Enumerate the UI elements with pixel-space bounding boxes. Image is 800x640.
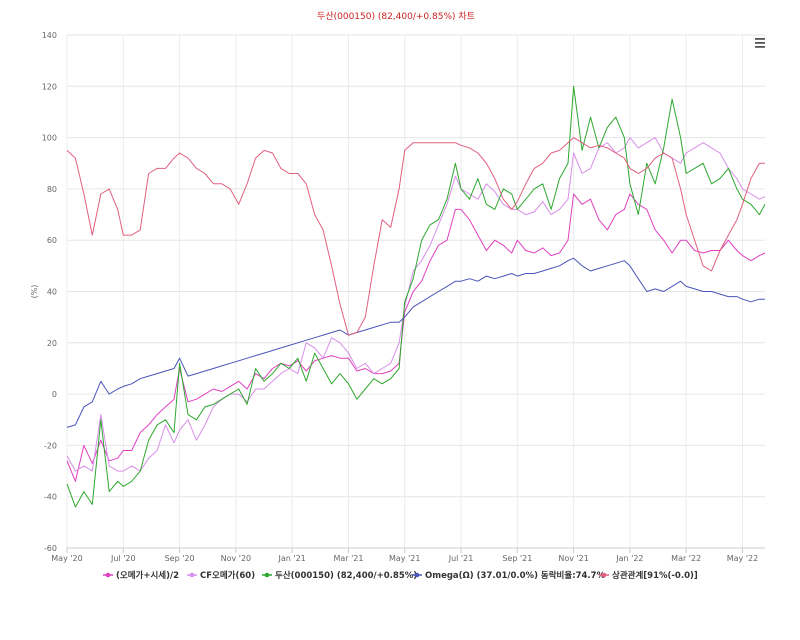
- legend-swatch-marker: [189, 572, 195, 578]
- legend-item-1[interactable]: (오메가+시세)/2: [103, 570, 179, 581]
- x-tick-label: May '22: [727, 554, 758, 563]
- chart-menu-button[interactable]: [754, 38, 766, 49]
- y-tick-label: 100: [42, 134, 57, 143]
- y-tick-label: -40: [44, 493, 57, 502]
- legend: (오메가+시세)/2 CF오메가(60) 두산(000150) (82,400/+0…: [103, 570, 698, 581]
- legend-label: CF오메가(60): [200, 570, 255, 581]
- y-axis-label: (%): [30, 285, 39, 299]
- y-tick-label: 0: [52, 390, 57, 399]
- menu-icon-line-3: [755, 46, 765, 48]
- legend-label: Omega(Ω) (37.01/0.0%) 동락비율:74.7%: [425, 570, 606, 581]
- x-tick-label: Jul '21: [448, 554, 474, 563]
- y-tick-label: 60: [47, 236, 57, 245]
- legend-label: (오메가+시세)/2: [116, 570, 179, 581]
- y-tick-label: 80: [47, 185, 57, 194]
- legend-swatch-marker: [414, 572, 420, 578]
- x-tick-label: Mar '22: [671, 554, 701, 563]
- menu-icon-line-2: [755, 42, 765, 44]
- series-line-3[interactable]: [66, 85, 766, 508]
- x-tick-label: May '20: [51, 554, 82, 563]
- y-tick-label: 20: [47, 339, 57, 348]
- series-line-4[interactable]: [66, 257, 765, 428]
- legend-item-3[interactable]: 두산(000150) (82,400/+0.85%): [262, 570, 417, 581]
- x-tick-label: May '21: [389, 554, 420, 563]
- x-tick-label: Mar '21: [333, 554, 363, 563]
- menu-icon-line-1: [755, 38, 765, 40]
- series-line-5[interactable]: [66, 137, 765, 336]
- legend-item-5[interactable]: 상관관계[91%(-0.0)]: [599, 570, 698, 581]
- chart-title: 두산(000150) (82,400/+0.85%) 차트: [317, 10, 475, 22]
- legend-item-4[interactable]: Omega(Ω) (37.01/0.0%) 동락비율:74.7%: [412, 570, 606, 581]
- legend-swatch-marker: [105, 572, 111, 578]
- series-line-2[interactable]: [66, 137, 766, 472]
- legend-swatch-marker: [601, 572, 607, 578]
- x-tick-label: Jan '22: [615, 554, 643, 563]
- y-tick-label: 40: [47, 288, 57, 297]
- series-lines: [66, 85, 766, 508]
- x-tick-label: Sep '20: [165, 554, 195, 563]
- x-tick-label: Jul '20: [110, 554, 136, 563]
- legend-label: 두산(000150) (82,400/+0.85%): [275, 570, 417, 581]
- legend-item-2[interactable]: CF오메가(60): [187, 570, 255, 581]
- x-tick-label: Jan '21: [278, 554, 306, 563]
- x-tick-label: Nov '21: [558, 554, 589, 563]
- y-tick-label: 140: [42, 31, 57, 40]
- legend-swatch-marker: [264, 572, 270, 578]
- grid-lines: [66, 34, 765, 549]
- y-tick-label: 120: [42, 82, 57, 91]
- legend-label: 상관관계[91%(-0.0)]: [612, 570, 698, 581]
- x-tick-label: Sep '21: [502, 554, 532, 563]
- x-tick-label: Nov '20: [221, 554, 252, 563]
- y-tick-label: -60: [44, 544, 57, 553]
- y-tick-label: -20: [44, 441, 57, 450]
